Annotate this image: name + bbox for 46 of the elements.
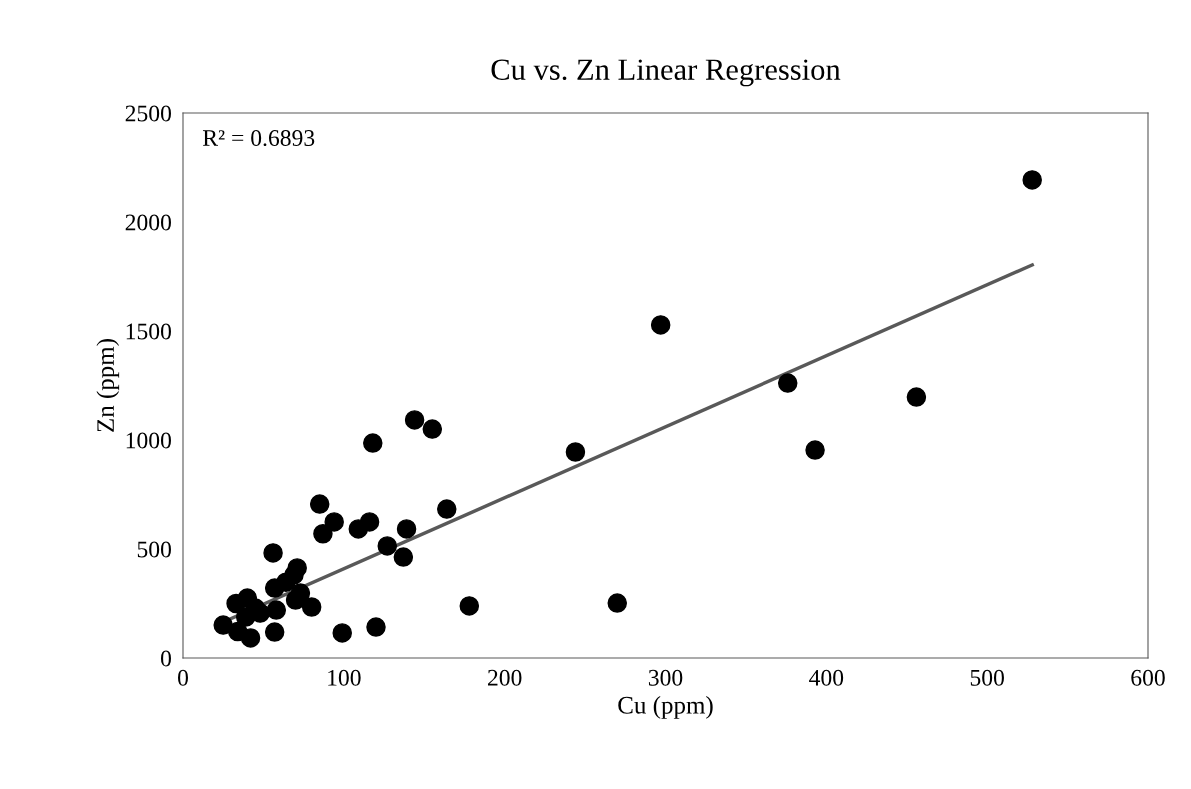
point: [240, 628, 261, 648]
point: [363, 433, 383, 453]
y-tick-label: 1000: [126, 432, 171, 449]
x-tick-label: 600: [1131, 669, 1165, 686]
y-axis-title: Zn (ppm): [96, 339, 120, 432]
y-tick-label: 0: [160, 650, 171, 667]
point: [393, 547, 414, 567]
point: [437, 499, 457, 519]
point: [396, 519, 417, 539]
chart-title: Cu vs. Zn Linear Regression: [491, 59, 841, 87]
y-tick-label: 1500: [126, 323, 171, 340]
point: [650, 315, 671, 335]
point: [366, 617, 386, 637]
point: [404, 410, 425, 430]
point: [805, 440, 825, 460]
point: [284, 565, 304, 585]
point: [332, 623, 352, 643]
y-tick-label: 2000: [125, 214, 171, 231]
point: [777, 373, 798, 393]
x-tick-label: 300: [648, 669, 683, 686]
point: [263, 543, 283, 563]
point: [422, 419, 443, 439]
x-tick-label: 200: [487, 669, 522, 686]
x-tick-label: 400: [809, 669, 844, 686]
point: [313, 523, 333, 544]
point: [377, 536, 398, 556]
point: [309, 494, 330, 514]
y-tick-label: 500: [137, 541, 171, 558]
point: [459, 596, 480, 616]
point: [213, 615, 233, 635]
y-tick-label: 2500: [125, 105, 171, 122]
x-tick-label: 100: [328, 669, 361, 686]
point: [264, 622, 285, 642]
point: [266, 600, 287, 620]
point: [607, 593, 627, 613]
point: [906, 387, 927, 407]
point: [359, 512, 380, 532]
point: [301, 597, 322, 617]
point: [565, 442, 586, 462]
x-tick-label: 500: [970, 669, 1004, 686]
point: [1022, 170, 1042, 190]
point: [324, 512, 344, 532]
point: [285, 590, 306, 610]
x-axis-title: Cu (ppm): [618, 696, 713, 719]
x-tick-label: 0: [178, 669, 188, 686]
annotation: R² = 0.6893: [202, 130, 315, 147]
